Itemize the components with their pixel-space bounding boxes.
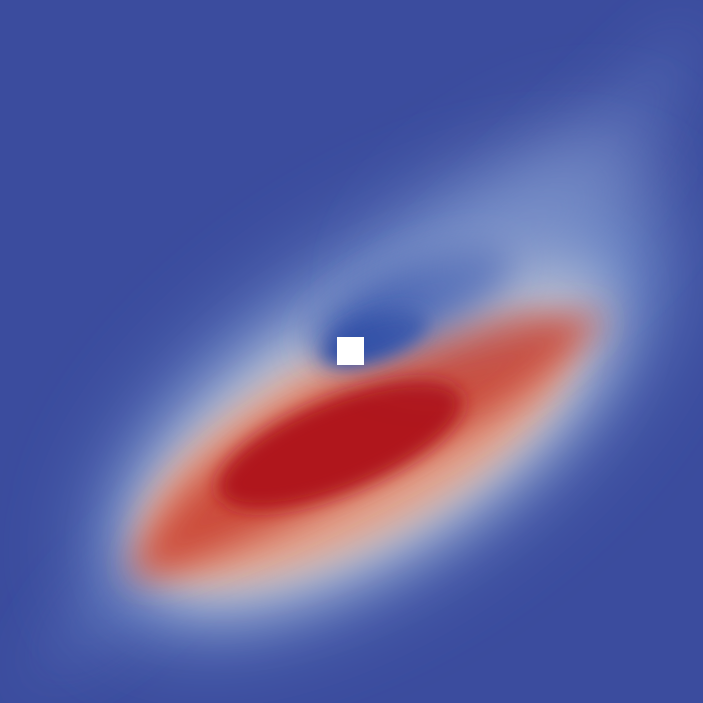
field-upper-lobe	[392, 130, 648, 330]
obstacle-square	[337, 337, 364, 365]
field-hot-core	[218, 380, 462, 510]
